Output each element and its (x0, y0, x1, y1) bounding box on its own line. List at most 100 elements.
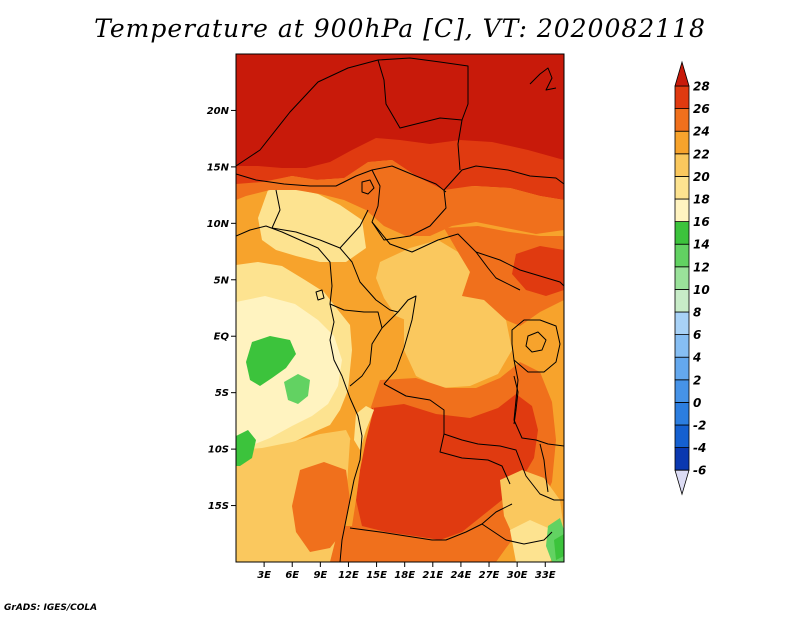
green-patch-1 (246, 336, 296, 386)
colorbar-label: 18 (693, 193, 710, 207)
lon-tick-label: 30E (507, 570, 528, 581)
tanzania-border (513, 359, 564, 447)
longitude-ticks: 3E 6E 9E 12E 15E 18E 21E 24E 27E 30E 33E (257, 562, 556, 581)
colorbar-label: 8 (693, 306, 701, 320)
colorbar-label: 4 (692, 351, 701, 365)
east-africa-26-zone (512, 246, 564, 296)
lon-tick-label: 21E (422, 570, 443, 581)
colorbar-label: -6 (693, 464, 706, 478)
colorbar-box (674, 447, 690, 471)
sahel-24-zone (236, 160, 564, 236)
nigeria-border (271, 189, 369, 249)
colorbar-box (674, 85, 690, 110)
latitude-ticks: 20N 15N 10N 5N EQ 5S 10S 15S (207, 106, 236, 512)
bioko-island (315, 289, 325, 301)
car-border (371, 221, 521, 291)
lat-tick-label: 10S (208, 445, 229, 456)
coast-24-strip (344, 408, 374, 526)
colorbar-box (674, 243, 690, 268)
country-borders (236, 57, 564, 562)
colorbar-box (674, 356, 690, 381)
map-title: Temperature at 900hPa [C], VT: 202008211… (94, 14, 706, 43)
lake-tanganyika (513, 375, 519, 425)
colorbar-box (674, 288, 690, 313)
colorbar-box (674, 108, 690, 132)
green-patch-5 (554, 534, 564, 560)
colorbar-box (674, 401, 690, 426)
lat-tick-label: 5S (215, 388, 229, 399)
far-southeast-20-zone (510, 520, 556, 562)
coastline (236, 225, 363, 562)
southwest-24-zone (292, 462, 350, 552)
colorbar-label: 28 (693, 80, 710, 94)
colorbar-label: -2 (693, 419, 706, 433)
colorbar-label: 6 (693, 328, 701, 342)
colorbar-box (674, 266, 690, 290)
lat-tick-label: 15S (208, 501, 229, 512)
lake-chad (361, 179, 375, 195)
lon-tick-label: 15E (366, 570, 387, 581)
lon-tick-label: 27E (479, 570, 500, 581)
colorbar-box (674, 379, 690, 403)
colorbar-label: 22 (693, 147, 710, 161)
lon-tick-label: 6E (285, 570, 299, 581)
red-sea-coast (529, 67, 557, 91)
lon-tick-label: 33E (535, 570, 556, 581)
colorbar-box (674, 175, 690, 200)
colorbar-box (674, 311, 690, 336)
congo-border (381, 295, 417, 385)
temperature-field (236, 54, 564, 562)
south-sudan-border (475, 251, 564, 287)
colorbar-label: -4 (693, 441, 706, 455)
angola-south-border (349, 503, 513, 541)
atlantic-18-zone (236, 296, 342, 452)
gulf-of-guinea-20-zone (258, 188, 366, 262)
chad-border (371, 165, 564, 241)
congo-basin-22-zone (404, 294, 512, 388)
uganda-border (511, 319, 561, 373)
sahara-border-2 (377, 59, 463, 129)
colorbar-box (674, 153, 690, 177)
lon-tick-label: 24E (451, 570, 472, 581)
lon-tick-label: 9E (313, 570, 327, 581)
coast-20-strip (354, 406, 374, 450)
lake-victoria (525, 331, 547, 353)
lat-tick-label: 10N (207, 219, 230, 230)
lake-malawi (539, 443, 549, 493)
colorbar-label: 0 (693, 396, 701, 410)
colorbar-label: 26 (693, 102, 710, 116)
colorbar-box (674, 334, 690, 358)
colorbar-label: 16 (693, 215, 710, 229)
colorbar-label: 2 (693, 373, 701, 387)
green-patch-2 (284, 374, 310, 404)
zimbabwe-border (481, 523, 553, 545)
green-patch-3 (236, 430, 256, 466)
lat-tick-label: 5N (214, 275, 230, 286)
zambia-border (443, 433, 564, 501)
colorbar-below-triangle (674, 469, 690, 496)
lat-tick-label: EQ (214, 332, 230, 343)
colorbar-label: 24 (693, 125, 710, 139)
colorbar-box (674, 198, 690, 223)
angola-26-zone (356, 394, 538, 540)
colorbar-label: 12 (693, 260, 710, 274)
drc-border (383, 383, 511, 485)
colorbar-box (674, 221, 690, 245)
colorbar-box (674, 424, 690, 449)
sahel-border (236, 165, 447, 193)
lon-tick-label: 3E (257, 570, 271, 581)
colorbar-above-triangle (674, 60, 690, 87)
lon-tick-label: 18E (394, 570, 415, 581)
cameroon-border (339, 247, 399, 313)
colorbar-label: 10 (693, 283, 710, 297)
map-frame (235, 53, 565, 563)
lat-tick-label: 20N (207, 106, 230, 117)
grads-credit: GrADS: IGES/COLA (4, 603, 98, 613)
colorbar-box (674, 130, 690, 155)
lon-tick-label: 12E (338, 570, 359, 581)
colorbar-label: 14 (693, 238, 710, 252)
lat-tick-label: 15N (207, 162, 230, 173)
colorbar-label: 20 (693, 170, 710, 184)
